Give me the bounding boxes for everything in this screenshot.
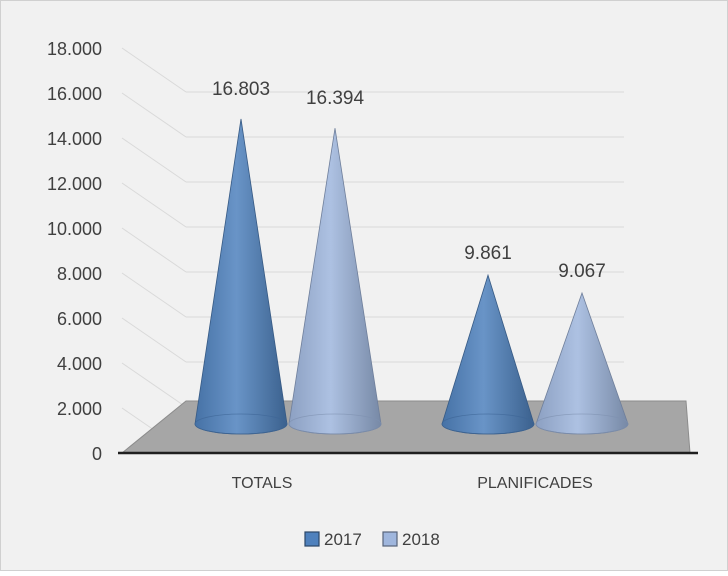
cone-base xyxy=(194,413,288,435)
data-label: 16.803 xyxy=(212,79,270,100)
y-tick-label: 0 xyxy=(92,444,102,464)
y-tick-label: 16.000 xyxy=(47,84,102,104)
gridline xyxy=(121,317,187,363)
cone-bar xyxy=(194,118,288,435)
gridline xyxy=(121,47,187,93)
gridline xyxy=(121,92,187,138)
cone-base xyxy=(441,413,535,435)
y-tick-label: 14.000 xyxy=(47,129,102,149)
y-tick-label: 4.000 xyxy=(57,354,102,374)
y-tick-label: 12.000 xyxy=(47,174,102,194)
y-tick-label: 8.000 xyxy=(57,264,102,284)
y-tick-label: 18.000 xyxy=(47,39,102,59)
legend-label: 2017 xyxy=(324,530,362,549)
y-tick-label: 2.000 xyxy=(57,399,102,419)
x-category-label: TOTALS xyxy=(232,475,293,492)
gridline xyxy=(121,137,187,183)
gridline xyxy=(121,182,187,228)
gridline xyxy=(121,272,187,318)
data-label: 9.067 xyxy=(558,261,606,282)
legend-swatch xyxy=(304,531,320,547)
legend-label: 2018 xyxy=(402,530,440,549)
data-label: 9.861 xyxy=(464,243,512,264)
cone-bar xyxy=(441,273,535,435)
cone-base xyxy=(288,413,382,435)
y-tick-label: 6.000 xyxy=(57,309,102,329)
data-label: 16.394 xyxy=(306,88,365,109)
legend-swatch xyxy=(382,531,398,547)
legend: 2017 2018 xyxy=(304,530,440,549)
y-tick-label: 10.000 xyxy=(47,219,102,239)
x-category-label: PLANIFICADES xyxy=(477,475,593,492)
gridline xyxy=(121,362,187,408)
cone-bar xyxy=(535,291,629,435)
cone-base xyxy=(535,413,629,435)
gridline xyxy=(121,227,187,273)
cone-bar xyxy=(288,128,382,435)
